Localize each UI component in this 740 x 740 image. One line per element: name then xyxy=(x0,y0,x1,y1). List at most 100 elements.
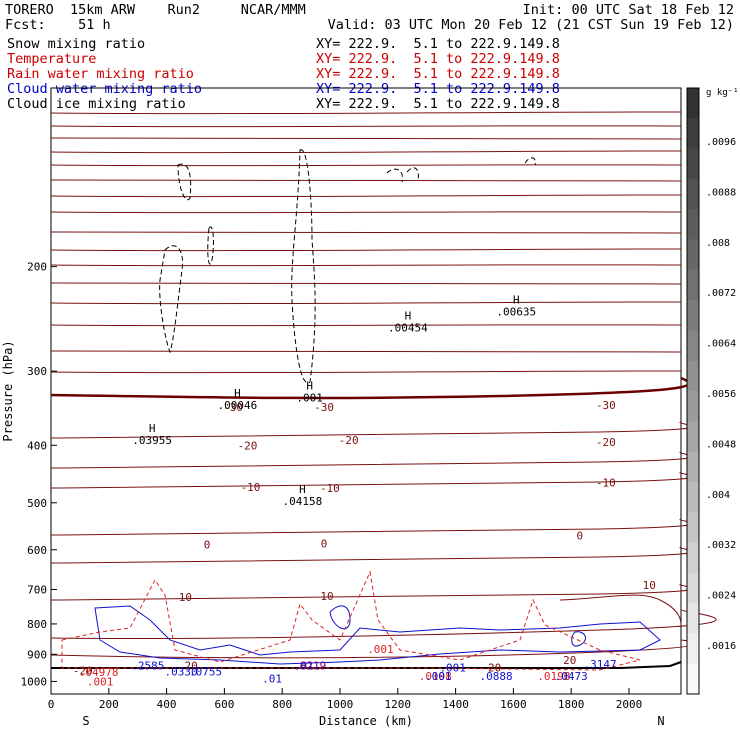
colorbar-tick-label: .0032 xyxy=(706,540,736,551)
snow-max-value: .0219 xyxy=(293,660,326,673)
isotherm-line xyxy=(50,211,682,214)
cloud-water-max-value: .01 xyxy=(294,660,314,673)
isotherm-line xyxy=(50,350,682,353)
x-tick-label: 1200 xyxy=(385,698,412,711)
y-tick-label: 600 xyxy=(27,544,47,557)
isotherm-label: 10 xyxy=(643,579,656,592)
isotherm-label: -20 xyxy=(73,664,93,677)
colorbar-swatch xyxy=(687,178,699,210)
legend-temperature-xy: XY= 222.9. 5.1 to 222.9.149.8 xyxy=(316,51,560,67)
cloud-ice-contour xyxy=(207,226,214,265)
colorbar-tick-label: .0072 xyxy=(706,288,736,299)
isotherm-line xyxy=(50,301,682,305)
isotherm-label: -20 xyxy=(238,439,258,452)
isotherm-line xyxy=(50,194,682,198)
rain-max-value: .0198 xyxy=(419,670,452,683)
x-tick-label: 1800 xyxy=(558,698,585,711)
x-tick-label: 800 xyxy=(272,698,292,711)
x-tick-label: 2000 xyxy=(616,698,643,711)
cloud-ice-max-marker: H xyxy=(149,422,156,435)
colorbar-tick-label: .0096 xyxy=(706,137,736,148)
forecast-hour: Fcst: 51 h xyxy=(5,17,111,33)
cloud-ice-contour xyxy=(159,245,184,354)
cloud-water-contour xyxy=(94,605,661,665)
colorbar-frame xyxy=(686,87,700,695)
colorbar-tick-label: .0048 xyxy=(706,439,736,450)
legend-cloud-ice-xy: XY= 222.9. 5.1 to 222.9.149.8 xyxy=(316,96,560,112)
colorbar-swatch xyxy=(687,542,699,574)
cloud-water-max-value: .0888 xyxy=(479,670,512,683)
isotherm-label: 0 xyxy=(321,538,328,551)
y-tick-label: 500 xyxy=(27,497,47,510)
cloud-ice-max-marker: H xyxy=(405,309,412,322)
y-tick-label: 900 xyxy=(27,648,47,661)
y-tick-label: 1000 xyxy=(21,675,48,688)
isotherm-line xyxy=(50,111,682,115)
isotherm-label: -10 xyxy=(320,482,340,495)
isotherm-label: 20 xyxy=(563,654,576,667)
x-tick-label: 200 xyxy=(99,698,119,711)
colorbar-swatch xyxy=(687,663,699,695)
model-header-left-1: TORERO 15km ARW Run2 NCAR/MMM xyxy=(5,2,306,18)
isotherm-label: 10 xyxy=(320,590,333,603)
colorbar-swatch xyxy=(687,300,699,331)
colorbar-swatch xyxy=(687,451,699,483)
init-time: Init: 00 UTC Sat 18 Feb 12 xyxy=(522,2,734,18)
cloud-ice-max-value: .03955 xyxy=(132,434,172,447)
colorbar-tick-label: .0088 xyxy=(706,187,736,198)
cloud-water-max-value: .01 xyxy=(262,673,282,686)
cloud-ice-contour xyxy=(177,163,192,201)
isotherm-line xyxy=(50,546,694,564)
isotherm-label: -30 xyxy=(314,401,334,414)
colorbar-swatch xyxy=(687,572,699,604)
colorbar-tick-label: .0064 xyxy=(706,339,736,350)
plot-frame xyxy=(50,87,682,695)
isotherm-label: 20 xyxy=(488,662,501,675)
isotherm-label: -10 xyxy=(596,476,616,489)
colorbar-tick-label: .008 xyxy=(706,238,730,249)
cloud-water-contour xyxy=(571,631,586,647)
cloud-water-max-value: .0755 xyxy=(189,666,222,679)
isotherm-line xyxy=(50,518,694,536)
x-tick-label: 1400 xyxy=(442,698,469,711)
isotherm-line xyxy=(50,370,682,374)
isotherm-line xyxy=(50,231,682,234)
cloud-water-max-value: .2585 xyxy=(131,660,164,673)
legend-cloud-water-xy: XY= 222.9. 5.1 to 222.9.149.8 xyxy=(316,81,560,97)
cloud-ice-max-value: .04158 xyxy=(283,495,323,508)
colorbar-swatch xyxy=(687,239,699,271)
rain-max-value: .04978 xyxy=(79,666,119,679)
colorbar-swatch xyxy=(687,88,699,119)
cloud-ice-contour xyxy=(291,149,316,384)
rain-max-value: .001 xyxy=(87,675,114,688)
cloud-ice-max-value: .00635 xyxy=(496,306,536,319)
moisture-contours xyxy=(61,570,661,671)
freezing-level-line xyxy=(50,376,691,400)
isotherm-label: -30 xyxy=(596,399,616,412)
isotherm-line xyxy=(50,164,682,167)
legend-snow-xy: XY= 222.9. 5.1 to 222.9.149.8 xyxy=(316,36,560,52)
cloud-ice-max-value: .001 xyxy=(296,392,323,405)
cloud-ice-max-value: .00046 xyxy=(218,399,258,412)
y-tick-label: 200 xyxy=(27,261,47,274)
legend-temperature: Temperature xyxy=(7,51,97,67)
isotherm-line xyxy=(50,451,694,469)
isotherm-label: 20 xyxy=(185,659,198,672)
isotherm-line xyxy=(50,324,682,327)
colorbar-swatch xyxy=(687,330,699,362)
isotherm-line xyxy=(559,594,682,626)
cloud-ice-max-value: .00454 xyxy=(388,321,428,334)
y-tick-label: 400 xyxy=(27,439,47,452)
cloud-ice-max-marker: H xyxy=(306,380,313,393)
x-tick-label: 400 xyxy=(157,698,177,711)
x-tick-label: 1000 xyxy=(327,698,354,711)
rain-water-contour xyxy=(61,570,641,671)
colorbar-unit: g kg⁻¹ xyxy=(706,88,739,98)
isotherm-line xyxy=(50,248,682,252)
x-tick-label: 600 xyxy=(214,698,234,711)
isotherm-line xyxy=(50,125,682,128)
isotherm-label: 10 xyxy=(179,591,192,604)
isotherm-line xyxy=(50,264,682,267)
rain-max-value: .001 xyxy=(367,643,394,656)
cloud-water-max-value: .0330 xyxy=(164,666,197,679)
